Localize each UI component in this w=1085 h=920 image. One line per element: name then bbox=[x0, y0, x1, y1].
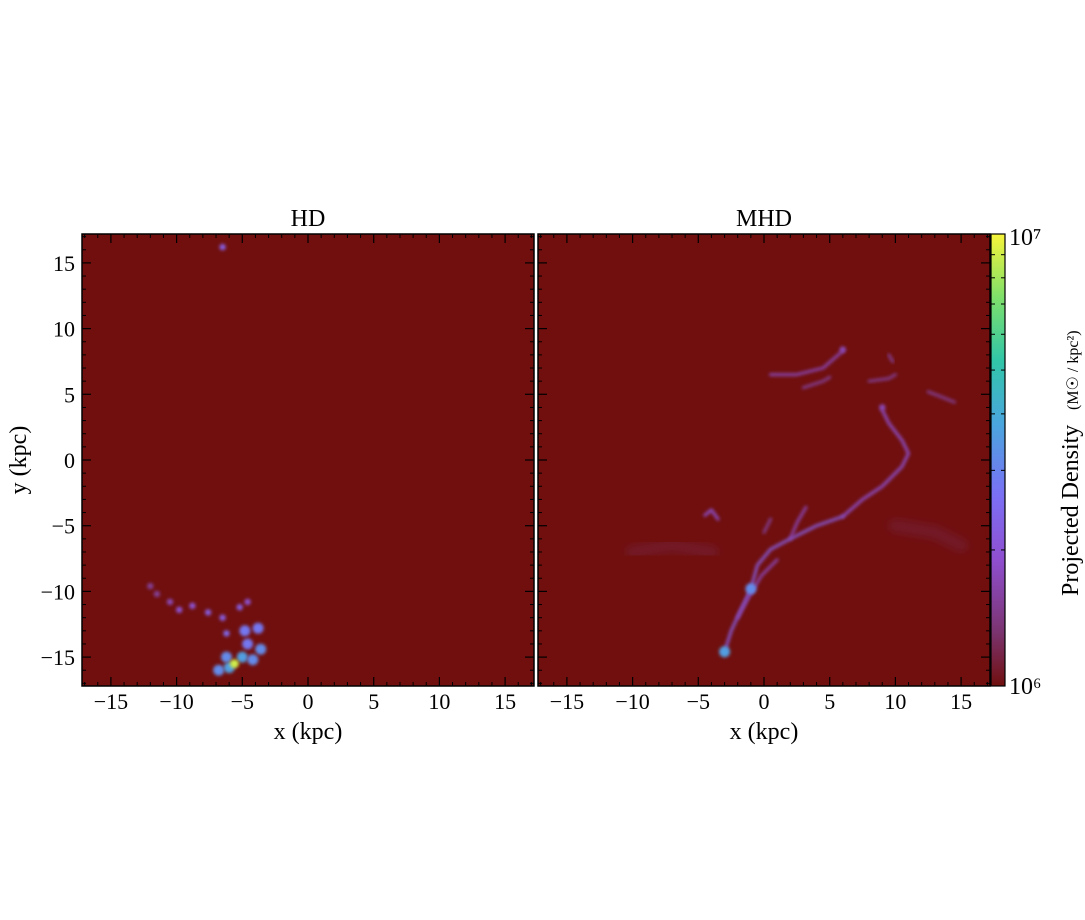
mhd-filament-12 bbox=[625, 538, 719, 559]
mhd-filament-10 bbox=[887, 353, 895, 364]
mhd-density-clump-1 bbox=[745, 583, 757, 595]
mhd-filament-4 bbox=[762, 517, 773, 534]
mhd-xtick-label: 10 bbox=[884, 689, 906, 714]
hd-density-clump-0 bbox=[219, 243, 226, 251]
hd-density-clump-18 bbox=[213, 664, 225, 676]
hd-ytick-label: 15 bbox=[53, 251, 75, 276]
mhd-panel-title: MHD bbox=[736, 206, 792, 232]
hd-density-clump-5 bbox=[189, 602, 196, 609]
colorbar-minor-ticks bbox=[991, 254, 1005, 551]
hd-density-clump-10 bbox=[223, 630, 230, 637]
mhd-panel: MHD −15 −10 −5 0 5 10 15 x (kpc) bbox=[537, 206, 991, 745]
hd-y-axis-label: y (kpc) bbox=[6, 426, 32, 495]
mhd-x-axis-label: x (kpc) bbox=[730, 719, 799, 745]
mhd-filament-13 bbox=[888, 518, 969, 553]
colorbar-units: (M☉ / kpc²) bbox=[1065, 330, 1082, 410]
mhd-xtick-label: −5 bbox=[687, 689, 710, 714]
mhd-filament-5 bbox=[703, 508, 720, 521]
mhd-panel-frame bbox=[537, 233, 991, 687]
colorbar-label: Projected Density bbox=[1058, 425, 1084, 596]
mhd-density-clump-2 bbox=[839, 346, 846, 353]
hd-density-features bbox=[147, 243, 267, 676]
hd-ytick-label: −5 bbox=[52, 514, 75, 539]
mhd-xtick-label: 15 bbox=[950, 689, 972, 714]
hd-density-clump-14 bbox=[255, 643, 267, 655]
hd-panel: HD −15 −10 −5 0 5 10 15 −15 −10 −5 0 5 10 15 x (kpc)… bbox=[6, 206, 535, 745]
mhd-filament-11 bbox=[926, 390, 957, 404]
hd-ytick-label: 5 bbox=[64, 382, 75, 407]
mhd-density-clump-3 bbox=[879, 404, 886, 411]
hd-density-clump-15 bbox=[221, 651, 232, 663]
hd-density-clump-17 bbox=[247, 654, 259, 666]
hd-xtick-label: −15 bbox=[94, 689, 128, 714]
hd-density-clump-7 bbox=[219, 614, 226, 621]
hd-panel-frame bbox=[81, 233, 535, 687]
hd-ytick-label: −15 bbox=[41, 645, 75, 670]
mhd-filament-7 bbox=[801, 375, 832, 390]
mhd-filament-0 bbox=[723, 514, 845, 654]
mhd-xtick-label: −10 bbox=[615, 689, 649, 714]
hd-x-axis-label: x (kpc) bbox=[274, 719, 343, 745]
hd-density-clump-6 bbox=[204, 609, 212, 616]
hd-density-clump-16 bbox=[236, 651, 248, 663]
hd-density-clump-9 bbox=[244, 598, 251, 606]
hd-density-clump-20 bbox=[229, 659, 239, 669]
hd-panel-title: HD bbox=[291, 206, 326, 232]
hd-density-map bbox=[82, 234, 534, 686]
hd-xtick-label: −5 bbox=[231, 689, 254, 714]
hd-xtick-label: 15 bbox=[494, 689, 516, 714]
hd-y-ticks: −15 −10 −5 0 5 10 15 bbox=[41, 236, 534, 684]
colorbar-tick-max: 10⁷ bbox=[1009, 225, 1041, 251]
colorbar: 10⁷ 10⁶ Projected Density (M☉ / kpc²) bbox=[990, 225, 1084, 700]
hd-density-clump-12 bbox=[252, 622, 264, 634]
hd-density-clump-11 bbox=[239, 625, 251, 637]
hd-density-clump-8 bbox=[236, 604, 243, 611]
hd-xtick-label: −10 bbox=[159, 689, 193, 714]
mhd-density-clump-0 bbox=[719, 646, 731, 658]
mhd-filament-3 bbox=[788, 505, 808, 541]
hd-density-clump-3 bbox=[166, 598, 174, 606]
hd-xtick-label: 5 bbox=[368, 689, 379, 714]
hd-ytick-label: 0 bbox=[64, 448, 75, 473]
mhd-density-map bbox=[538, 234, 990, 686]
mhd-xtick-label: 5 bbox=[824, 689, 835, 714]
mhd-filament-9 bbox=[867, 373, 897, 383]
colorbar-tick-min: 10⁶ bbox=[1009, 674, 1041, 700]
hd-x-ticks: −15 −10 −5 0 5 10 15 bbox=[84, 234, 532, 714]
hd-xtick-label: 10 bbox=[428, 689, 450, 714]
hd-density-clump-13 bbox=[242, 638, 254, 650]
hd-density-clump-1 bbox=[147, 582, 154, 590]
hd-ytick-label: 10 bbox=[53, 317, 75, 342]
mhd-density-features bbox=[625, 346, 969, 658]
mhd-filament-1 bbox=[841, 408, 911, 519]
hd-density-clump-4 bbox=[176, 606, 183, 613]
colorbar-gradient bbox=[990, 233, 1006, 687]
mhd-xtick-label: 0 bbox=[759, 689, 770, 714]
hd-density-clump-2 bbox=[153, 590, 161, 598]
mhd-filament-6 bbox=[769, 349, 845, 377]
mhd-xtick-label: −15 bbox=[550, 689, 584, 714]
hd-ytick-label: −10 bbox=[41, 579, 75, 604]
hd-xtick-label: 0 bbox=[303, 689, 314, 714]
